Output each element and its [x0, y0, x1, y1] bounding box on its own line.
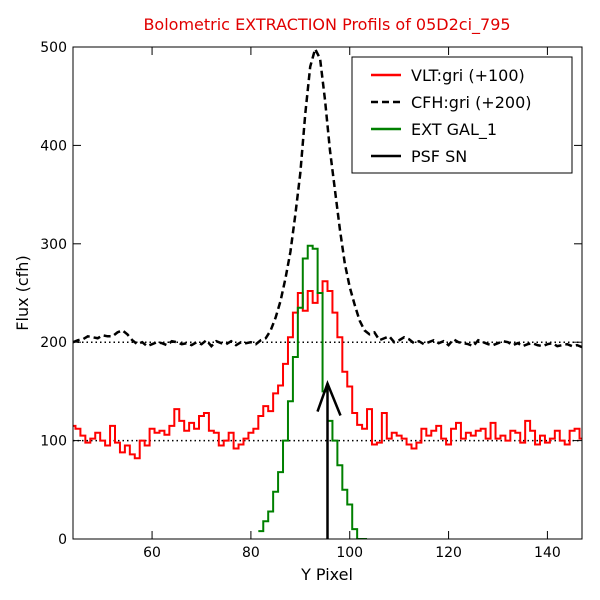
axis-ticks: 60 80 100 120 140 0 100 200 300 400 500: [40, 40, 582, 561]
x-axis-label: Y Pixel: [300, 565, 353, 584]
legend-label-1: CFH:gri (+200): [411, 93, 532, 112]
x-tick-label: 140: [534, 545, 561, 561]
legend: VLT:gri (+100) CFH:gri (+200) EXT GAL_1 PSF…: [351, 56, 573, 174]
series-psf-sn-head: [316, 380, 342, 416]
chart-title: Bolometric EXTRACTION Profils of 05D2ci_…: [143, 15, 510, 35]
x-tick-label: 80: [242, 545, 260, 561]
legend-box: [351, 56, 573, 174]
series-ext-gal-1-line: [258, 244, 368, 539]
series-cfh-gri-200-line: [73, 47, 582, 349]
y-tick-label: 400: [40, 138, 67, 154]
legend-label-2: EXT GAL_1: [411, 120, 497, 140]
y-tick-label: 100: [40, 434, 67, 450]
y-tick-label: 0: [58, 532, 67, 548]
plot-area: [73, 47, 582, 539]
y-tick-label: 300: [40, 237, 67, 253]
y-tick-label: 200: [40, 335, 67, 351]
legend-label-3: PSF SN: [411, 147, 467, 166]
plot-frame: [72, 46, 583, 540]
x-tick-label: 100: [336, 545, 363, 561]
y-tick-label: 500: [40, 40, 67, 56]
x-tick-label: 60: [143, 545, 161, 561]
y-axis-label: Flux (cfh): [13, 255, 32, 330]
legend-label-0: VLT:gri (+100): [411, 66, 525, 85]
series-vlt-gri-100-line: [73, 280, 582, 460]
x-tick-label: 120: [435, 545, 462, 561]
